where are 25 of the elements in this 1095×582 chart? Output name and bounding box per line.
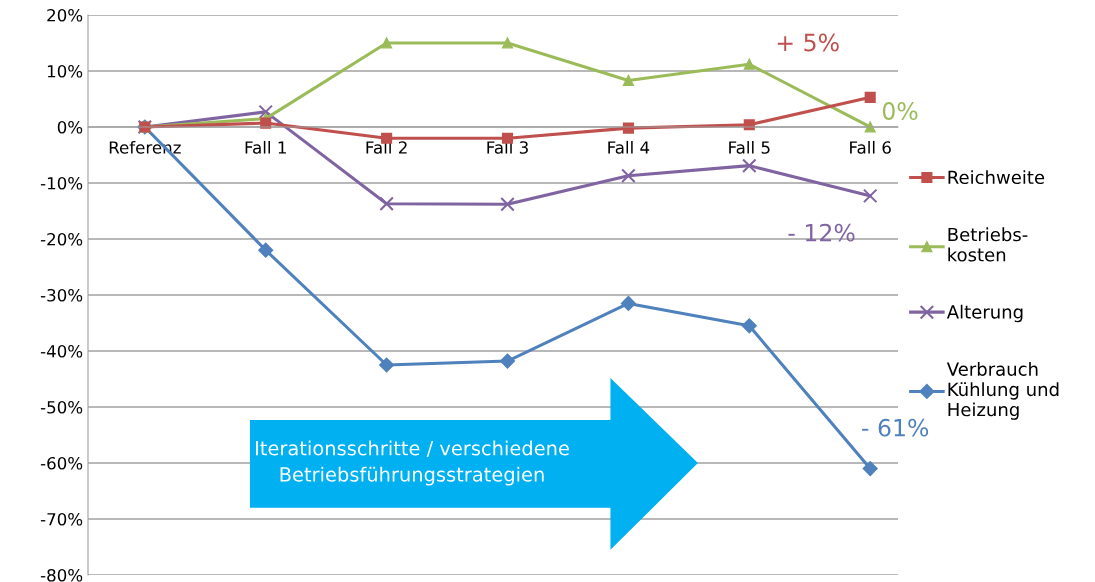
y-tick-label: -20% xyxy=(40,232,83,246)
legend-label: Betriebs- kosten xyxy=(948,227,1028,262)
x-tick-label: Fall 3 xyxy=(487,140,528,154)
annotation: - 12% xyxy=(788,223,855,242)
y-tick-label: -50% xyxy=(40,400,83,414)
x-tick-label: Fall 6 xyxy=(850,140,891,154)
y-tick-label: -40% xyxy=(40,344,83,358)
x-tick-label: Fall 1 xyxy=(245,140,286,154)
y-tick-label: -60% xyxy=(40,456,83,470)
legend-label: Alterung xyxy=(946,304,1023,323)
y-tick-label: -80% xyxy=(40,568,83,582)
annotation: + 5% xyxy=(777,33,839,52)
y-tick-label: -70% xyxy=(40,512,83,526)
x-tick-label: Fall 5 xyxy=(729,140,770,154)
annotation: - 61% xyxy=(862,418,929,437)
y-tick-label: 20% xyxy=(47,8,83,22)
x-tick-label: Fall 4 xyxy=(608,140,650,154)
y-tick-label: 0% xyxy=(57,120,83,134)
legend-label: Verbrauch Kühlung und Heizung xyxy=(946,361,1059,420)
y-tick-label: -30% xyxy=(40,288,83,302)
y-tick-label: -10% xyxy=(40,176,83,190)
y-tick-label: 10% xyxy=(47,64,83,78)
annotation: Iterationsschritte / verschiedene Betriebsführungsstrategien xyxy=(255,440,569,486)
legend-label: Reichweite xyxy=(948,170,1045,185)
annotation: 0% xyxy=(882,102,918,120)
